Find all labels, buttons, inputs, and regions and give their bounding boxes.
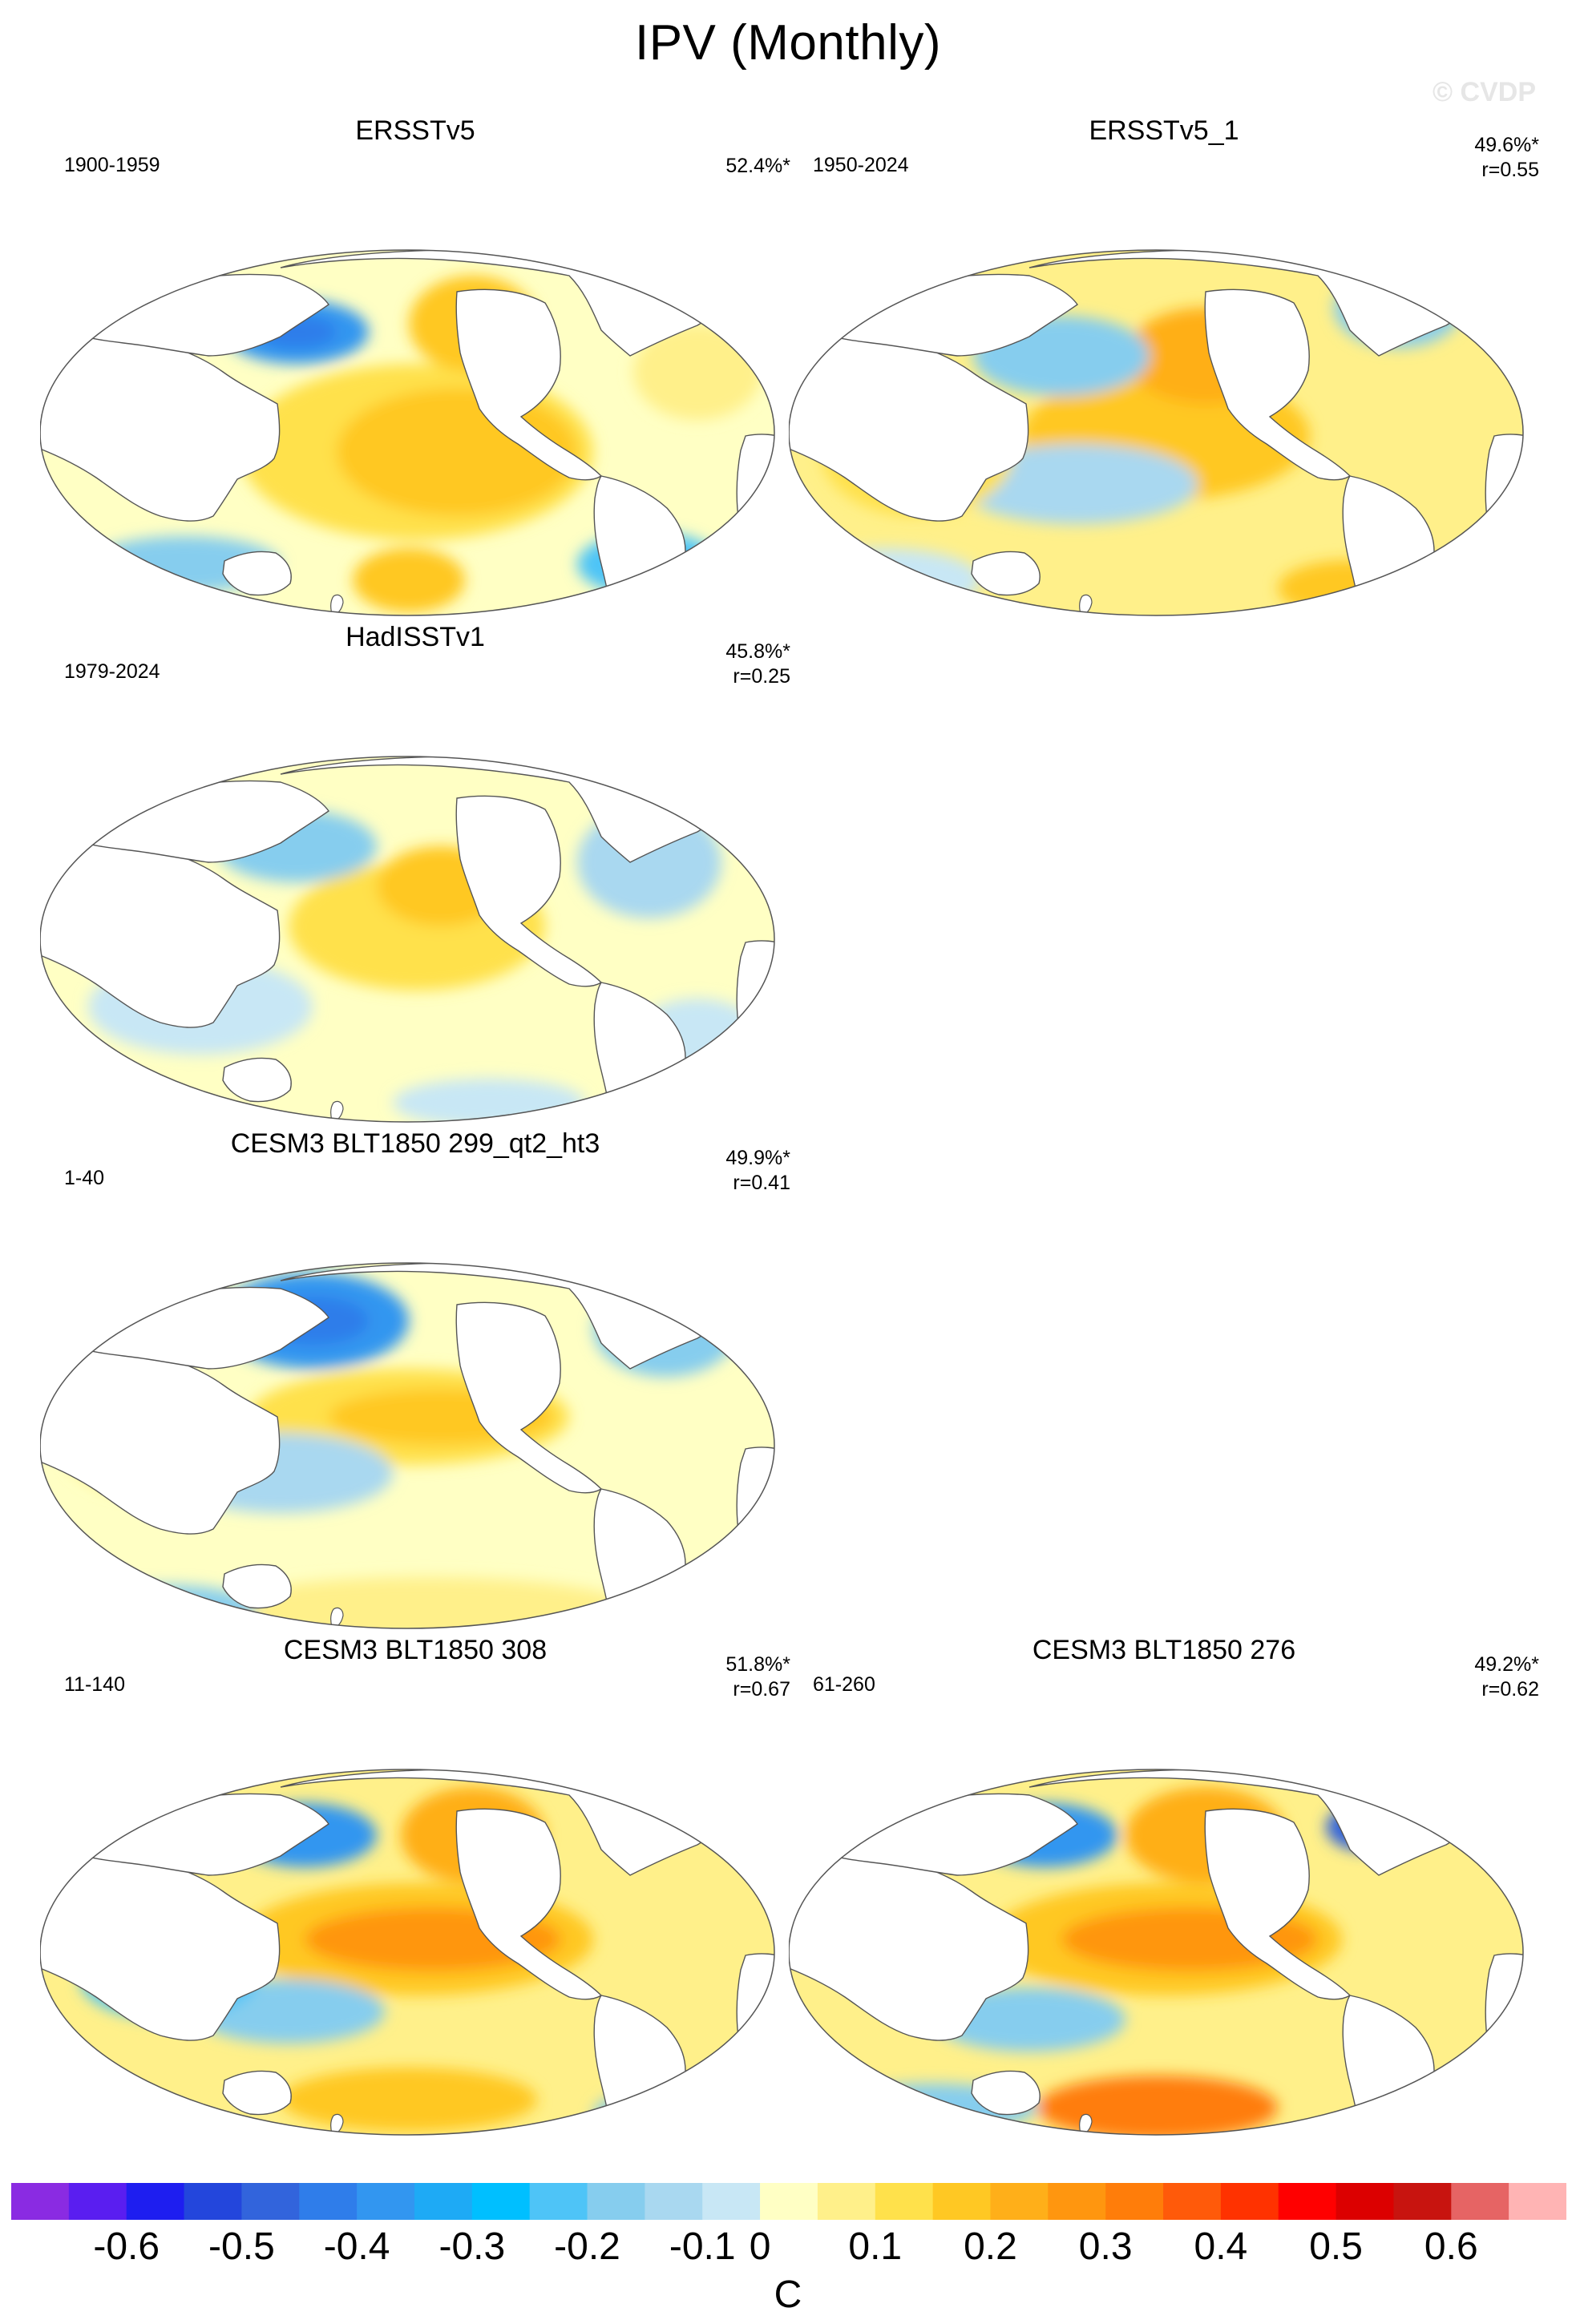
colorbar-swatch [1105, 2183, 1164, 2220]
colorbar-swatch [126, 2183, 185, 2220]
colorbar-swatch [587, 2183, 645, 2220]
ipv-map [40, 756, 775, 1123]
panel-title: ERSSTv5 [355, 115, 475, 146]
ipv-map [40, 249, 775, 616]
panel-title: HadISSTv1 [346, 622, 485, 652]
panel-stats: 49.2%* r=0.62 [1474, 1652, 1539, 1702]
map-panel-cesm3-276: CESM3 BLT1850 276 61-260 49.2%* r=0.62 [789, 1635, 1539, 2148]
panel-correlation: r=0.67 [733, 1678, 790, 1701]
panel-correlation: r=0.41 [733, 1172, 790, 1194]
colorbar-swatch [760, 2183, 818, 2220]
panel-title: CESM3 BLT1850 276 [1032, 1635, 1296, 1665]
panel-percent: 45.8%* [725, 640, 790, 663]
colorbar-tick-label: 0.5 [1309, 2225, 1363, 2268]
colorbar-swatch [1393, 2183, 1452, 2220]
ipv-map [40, 1769, 775, 2136]
colorbar-swatch [241, 2183, 300, 2220]
colorbar-swatch [68, 2183, 127, 2220]
panel-percent: 49.9%* [725, 1147, 790, 1169]
colorbar-tick-label: -0.2 [554, 2225, 620, 2268]
colorbar-swatch [529, 2183, 588, 2220]
colorbar-tick-label: -0.3 [438, 2225, 506, 2268]
map-panel-hadisstv1: HadISSTv1 1979-2024 45.8%* r=0.25 [40, 622, 790, 1135]
colorbar-swatch [1220, 2183, 1279, 2220]
colorbar [11, 2183, 1566, 2220]
colorbar-tick-label: 0.3 [1078, 2225, 1133, 2268]
panel-period: 11-140 [64, 1673, 125, 1696]
panel-stats: 52.4%* [725, 154, 790, 179]
cvdp-watermark: © CVDP [1433, 77, 1536, 107]
colorbar-swatch [1509, 2183, 1566, 2220]
colorbar-tick-label: -0.6 [93, 2225, 160, 2268]
colorbar-swatch [1336, 2183, 1394, 2220]
colorbar-swatch [299, 2183, 358, 2220]
panel-correlation: r=0.55 [1481, 159, 1539, 181]
panel-stats: 49.9%* r=0.41 [725, 1146, 790, 1196]
panel-period: 1900-1959 [64, 154, 160, 176]
colorbar-tick-label: -0.1 [669, 2225, 736, 2268]
panel-percent: 52.4%* [725, 155, 790, 177]
ipv-map [789, 1769, 1524, 2136]
panel-percent: 51.8%* [725, 1653, 790, 1676]
colorbar-swatch [357, 2183, 415, 2220]
panel-percent: 49.2%* [1474, 1653, 1539, 1676]
map-panel-cesm3-308: CESM3 BLT1850 308 11-140 51.8%* r=0.67 [40, 1635, 790, 2148]
panel-title: CESM3 BLT1850 308 [283, 1635, 548, 1665]
colorbar-tick-label: 0.6 [1424, 2225, 1478, 2268]
colorbar-swatch [414, 2183, 473, 2220]
ipv-map [40, 1262, 775, 1629]
colorbar-swatch [184, 2183, 242, 2220]
colorbar-swatch [1451, 2183, 1509, 2220]
colorbar-tick-label: -0.5 [208, 2225, 275, 2268]
colorbar-tick-label: 0.1 [848, 2225, 903, 2268]
colorbar-swatch [702, 2183, 761, 2220]
map-panel-ersstv5: ERSSTv5 1900-1959 52.4%* [40, 115, 790, 628]
panel-title: CESM3 BLT1850 299_qt2_ht3 [230, 1128, 600, 1159]
panel-period: 1-40 [64, 1167, 105, 1189]
colorbar-swatch [1163, 2183, 1222, 2220]
panel-correlation: r=0.62 [1481, 1678, 1539, 1701]
colorbar-tick-label: 0 [749, 2225, 771, 2268]
figure-title: IPV (Monthly) [634, 15, 942, 71]
panel-period: 1950-2024 [813, 154, 909, 176]
colorbar-swatch [990, 2183, 1049, 2220]
panel-correlation: r=0.25 [733, 665, 790, 688]
colorbar-swatch [471, 2183, 531, 2220]
colorbar-tick-label: -0.4 [323, 2225, 390, 2268]
colorbar-tick-label: 0.2 [964, 2225, 1017, 2268]
panel-period: 1979-2024 [64, 660, 160, 683]
colorbar-swatch [1278, 2183, 1337, 2220]
panel-percent: 49.6%* [1474, 134, 1539, 156]
panel-stats: 49.6%* r=0.55 [1474, 133, 1539, 183]
panel-stats: 45.8%* r=0.25 [725, 640, 790, 689]
colorbar-swatch [1048, 2183, 1106, 2220]
panel-period: 61-260 [813, 1673, 875, 1696]
colorbar-unit: C [774, 2274, 802, 2316]
ipv-map [789, 249, 1524, 616]
colorbar-swatch [11, 2183, 70, 2220]
colorbar-swatch [645, 2183, 703, 2220]
map-panel-ersstv5-1: ERSSTv5_1 1950-2024 49.6%* r=0.55 [789, 115, 1539, 628]
colorbar-tick-label: 0.4 [1194, 2225, 1248, 2268]
panel-stats: 51.8%* r=0.67 [725, 1652, 790, 1702]
map-panel-cesm3-299: CESM3 BLT1850 299_qt2_ht3 1-40 49.9%* r=… [40, 1128, 790, 1641]
colorbar-swatch [932, 2183, 991, 2220]
panel-title: ERSSTv5_1 [1089, 115, 1239, 146]
colorbar-swatch [817, 2183, 876, 2220]
colorbar-swatch [875, 2183, 934, 2220]
